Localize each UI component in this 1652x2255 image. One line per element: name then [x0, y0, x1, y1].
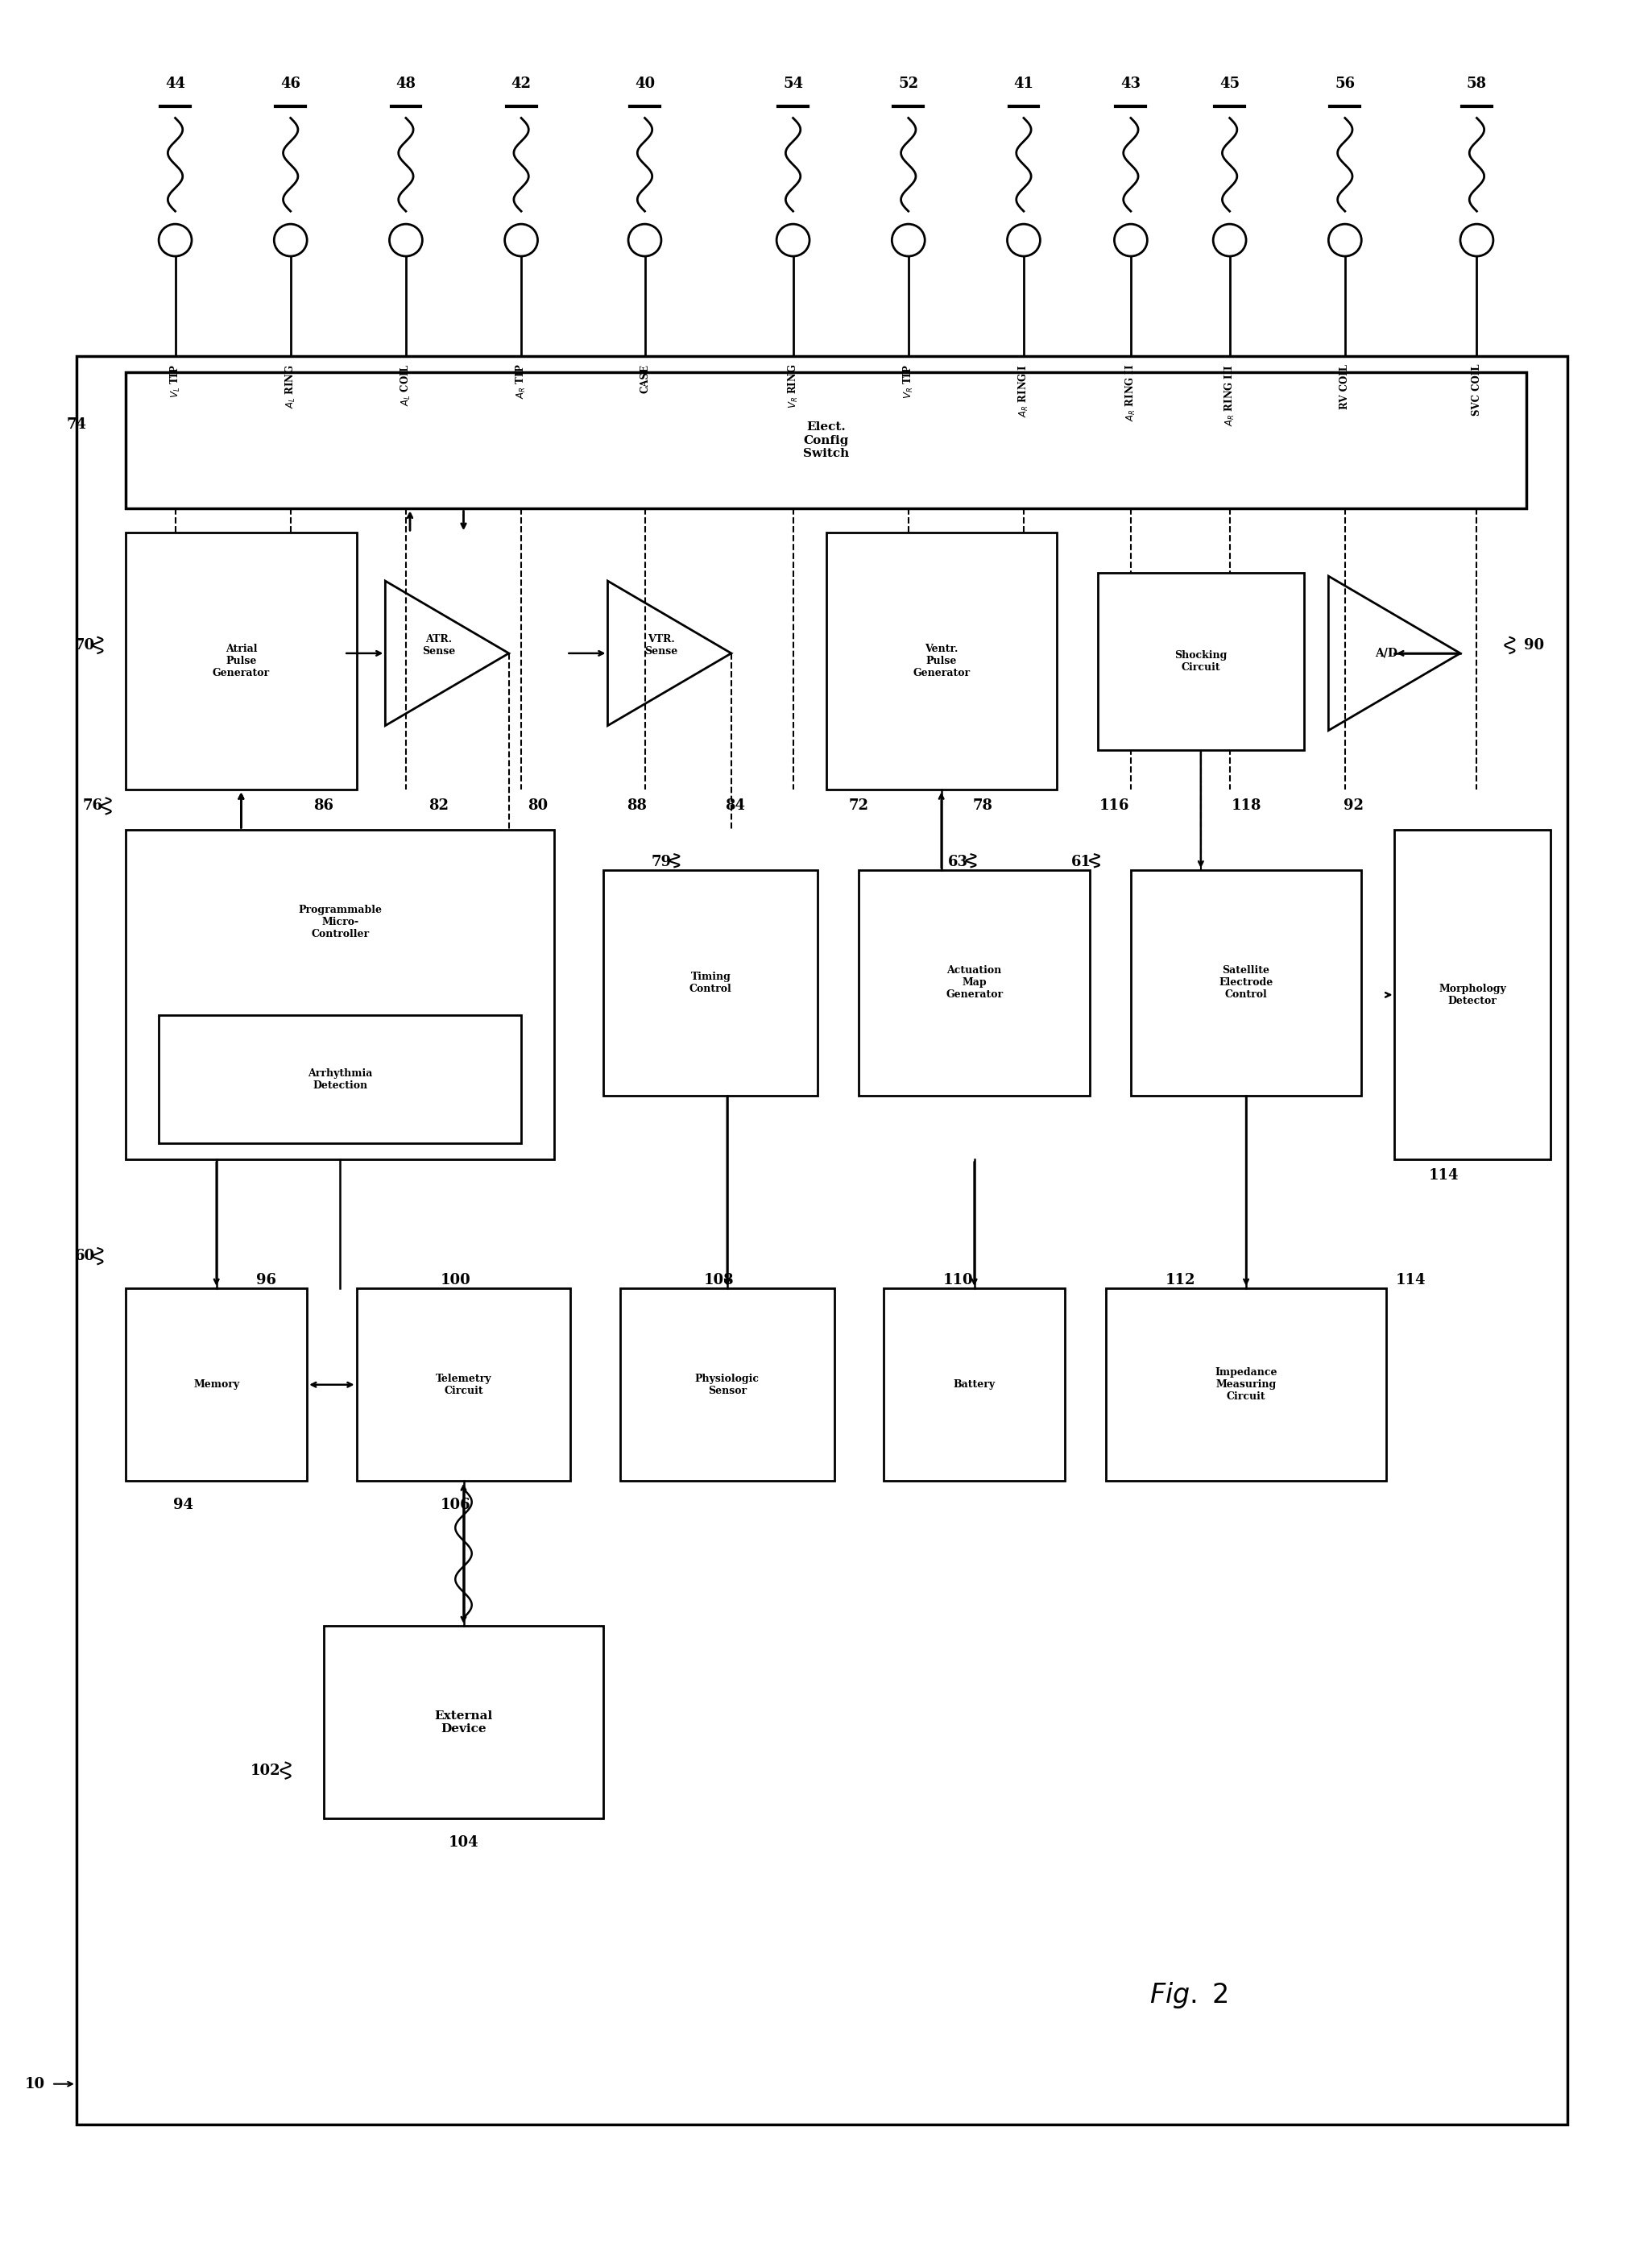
Text: 54: 54	[783, 77, 803, 90]
Text: 45: 45	[1219, 77, 1239, 90]
Bar	[1130, 870, 1361, 1096]
Text: 88: 88	[626, 798, 646, 814]
Text: Morphology
Detector: Morphology Detector	[1439, 983, 1507, 1006]
Text: 63: 63	[948, 855, 968, 870]
Text: $A_R$ RING I: $A_R$ RING I	[1018, 363, 1031, 417]
Bar	[357, 1288, 570, 1482]
Bar	[159, 1015, 522, 1143]
Text: 10: 10	[25, 2077, 45, 2090]
Text: 80: 80	[527, 798, 548, 814]
Text: $V_R$ TIP: $V_R$ TIP	[902, 363, 915, 399]
Bar	[620, 1288, 834, 1482]
Text: 40: 40	[634, 77, 654, 90]
Text: Arrhythmia
Detection: Arrhythmia Detection	[307, 1069, 372, 1091]
Text: 106: 106	[439, 1497, 471, 1513]
Text: VTR.
Sense: VTR. Sense	[644, 634, 677, 656]
Text: 110: 110	[943, 1274, 973, 1288]
Text: External
Device: External Device	[434, 1709, 492, 1734]
Text: 82: 82	[430, 798, 449, 814]
Text: 41: 41	[1014, 77, 1034, 90]
Text: 42: 42	[510, 77, 532, 90]
Text: 48: 48	[396, 77, 416, 90]
Bar	[324, 1626, 603, 1820]
Bar	[1099, 573, 1303, 749]
Text: 108: 108	[704, 1274, 733, 1288]
Text: Satellite
Electrode
Control: Satellite Electrode Control	[1219, 965, 1274, 1001]
Text: $\mathit{Fig.}\ 2$: $\mathit{Fig.}\ 2$	[1150, 1980, 1227, 2011]
Text: Shocking
Circuit: Shocking Circuit	[1175, 649, 1227, 672]
Text: 118: 118	[1231, 798, 1260, 814]
Text: 79: 79	[651, 855, 671, 870]
Text: RV COIL: RV COIL	[1340, 363, 1350, 408]
Text: 116: 116	[1099, 798, 1130, 814]
Text: CASE: CASE	[639, 363, 649, 392]
Text: $A_L$ COIL: $A_L$ COIL	[400, 363, 413, 406]
Text: 43: 43	[1120, 77, 1142, 90]
Text: Memory: Memory	[193, 1380, 240, 1389]
Text: A/D: A/D	[1374, 647, 1398, 658]
Text: 100: 100	[439, 1274, 471, 1288]
Text: 112: 112	[1165, 1274, 1196, 1288]
Text: 58: 58	[1467, 77, 1487, 90]
Text: 56: 56	[1335, 77, 1355, 90]
Text: Physiologic
Sensor: Physiologic Sensor	[695, 1373, 760, 1396]
Text: 114: 114	[1396, 1274, 1426, 1288]
Text: 74: 74	[66, 417, 86, 431]
Text: 61: 61	[1070, 855, 1092, 870]
Bar	[603, 870, 818, 1096]
Text: 104: 104	[448, 1836, 479, 1849]
Text: 46: 46	[281, 77, 301, 90]
Text: 86: 86	[314, 798, 334, 814]
Text: $A_L$ RING: $A_L$ RING	[284, 363, 297, 408]
Text: 102: 102	[251, 1763, 281, 1777]
Text: ATR.
Sense: ATR. Sense	[423, 634, 456, 656]
Bar	[126, 372, 1526, 510]
Text: 114: 114	[1429, 1168, 1459, 1184]
Text: Telemetry
Circuit: Telemetry Circuit	[436, 1373, 492, 1396]
Text: 72: 72	[849, 798, 869, 814]
Text: 70: 70	[74, 638, 94, 652]
Text: 94: 94	[173, 1497, 193, 1513]
Text: $A_R$ RING III: $A_R$ RING III	[1222, 363, 1236, 426]
Text: 78: 78	[973, 798, 993, 814]
Text: Elect.
Config
Switch: Elect. Config Switch	[803, 422, 849, 460]
Text: $V_R$ RING: $V_R$ RING	[786, 363, 800, 408]
Bar	[76, 356, 1568, 2124]
Bar	[1107, 1288, 1386, 1482]
Text: $A_R$ RING II: $A_R$ RING II	[1125, 363, 1137, 422]
Text: 44: 44	[165, 77, 185, 90]
Bar	[884, 1288, 1066, 1482]
Bar	[826, 532, 1057, 789]
Text: Actuation
Map
Generator: Actuation Map Generator	[945, 965, 1003, 1001]
Text: Battery: Battery	[953, 1380, 995, 1389]
Text: Atrial
Pulse
Generator: Atrial Pulse Generator	[213, 645, 269, 679]
Bar	[126, 1288, 307, 1482]
Text: Timing
Control: Timing Control	[689, 972, 732, 994]
Bar	[126, 532, 357, 789]
Text: 96: 96	[256, 1274, 276, 1288]
Text: $V_L$ TIP: $V_L$ TIP	[169, 363, 182, 397]
Bar	[859, 870, 1090, 1096]
Bar	[126, 830, 553, 1159]
Text: 60: 60	[74, 1249, 94, 1263]
Text: Ventr.
Pulse
Generator: Ventr. Pulse Generator	[912, 645, 970, 679]
Text: 52: 52	[899, 77, 919, 90]
Text: Impedance
Measuring
Circuit: Impedance Measuring Circuit	[1214, 1367, 1277, 1403]
Text: 90: 90	[1525, 638, 1545, 652]
Bar	[1394, 830, 1551, 1159]
Text: $A_R$ TIP: $A_R$ TIP	[515, 363, 527, 399]
Text: SVC COIL: SVC COIL	[1472, 363, 1482, 415]
Text: 92: 92	[1343, 798, 1363, 814]
Text: 76: 76	[83, 798, 102, 814]
Text: Programmable
Micro-
Controller: Programmable Micro- Controller	[297, 904, 382, 940]
Text: 84: 84	[725, 798, 745, 814]
